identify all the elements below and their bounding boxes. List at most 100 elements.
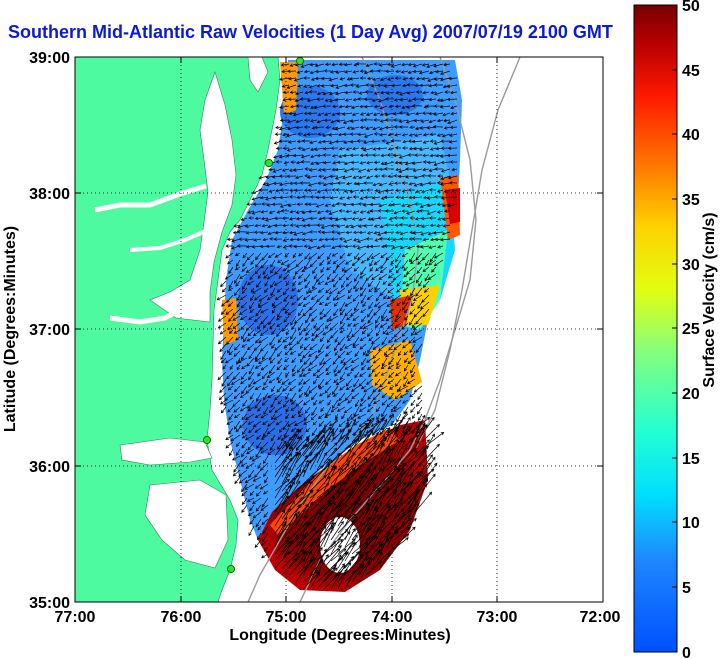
velocity-arrow xyxy=(361,364,367,371)
velocity-arrow xyxy=(235,427,241,433)
velocity-arrow xyxy=(309,475,327,492)
velocity-arrow xyxy=(251,245,262,249)
velocity-arrow xyxy=(303,69,311,74)
velocity-arrow xyxy=(396,301,402,307)
velocity-arrow xyxy=(400,503,416,527)
velocity-arrow xyxy=(312,266,318,274)
velocity-arrow xyxy=(353,378,360,388)
velocity-arrow xyxy=(246,336,255,342)
velocity-arrow xyxy=(334,126,346,131)
velocity-arrow xyxy=(308,350,318,357)
velocity-arrow xyxy=(274,406,283,413)
velocity-arrow xyxy=(428,245,437,249)
velocity-arrow xyxy=(344,98,353,102)
velocity-arrow xyxy=(286,147,297,152)
velocity-arrow xyxy=(301,266,311,272)
velocity-arrow xyxy=(232,315,241,321)
velocity-arrow xyxy=(351,551,368,569)
velocity-arrow xyxy=(403,350,409,356)
velocity-arrow xyxy=(249,301,255,310)
velocity-arrow xyxy=(345,230,353,235)
velocity-arrow xyxy=(316,97,325,101)
velocity-arrow xyxy=(415,76,423,81)
velocity-arrow xyxy=(346,196,353,200)
velocity-arrow xyxy=(394,188,402,193)
velocity-arrow xyxy=(276,244,283,249)
velocity-arrow xyxy=(309,343,318,351)
velocity-arrow xyxy=(402,301,409,311)
velocity-arrow xyxy=(294,315,304,324)
velocity-arrow xyxy=(378,273,388,280)
velocity-arrow xyxy=(270,399,276,409)
velocity-arrow xyxy=(241,441,248,449)
velocity-arrow xyxy=(429,132,437,137)
velocity-arrow xyxy=(414,202,423,206)
velocity-arrow xyxy=(318,399,325,404)
velocity-arrow xyxy=(269,237,276,241)
velocity-arrow xyxy=(317,168,325,172)
velocity-arrow xyxy=(415,287,423,297)
velocity-arrow xyxy=(336,406,346,412)
velocity-arrow xyxy=(274,536,290,555)
velocity-arrow xyxy=(324,413,332,418)
velocity-arrow xyxy=(387,147,395,151)
velocity-arrow xyxy=(267,392,276,398)
velocity-arrow xyxy=(248,216,254,220)
velocity-arrow xyxy=(271,308,276,314)
velocity-arrow xyxy=(305,427,311,433)
velocity-arrow xyxy=(365,126,374,130)
y-tick-label: 39:00 xyxy=(29,50,70,67)
velocity-arrow xyxy=(364,153,374,157)
velocity-arrow xyxy=(252,511,262,519)
velocity-arrow xyxy=(402,294,409,306)
velocity-arrow xyxy=(368,336,374,342)
velocity-arrow xyxy=(344,392,353,401)
velocity-arrow xyxy=(346,126,353,130)
velocity-arrow xyxy=(254,216,262,221)
velocity-arrow xyxy=(421,252,430,261)
velocity-arrow xyxy=(352,70,360,74)
velocity-arrow xyxy=(260,210,269,214)
velocity-arrow xyxy=(232,308,241,317)
velocity-arrow xyxy=(318,343,325,354)
velocity-arrow xyxy=(360,392,367,402)
velocity-arrow xyxy=(332,294,339,301)
velocity-arrow xyxy=(279,105,290,109)
velocity-arrow xyxy=(335,294,346,301)
velocity-arrow xyxy=(232,399,241,407)
velocity-arrow xyxy=(262,266,269,276)
velocity-arrow xyxy=(406,91,416,95)
velocity-arrow xyxy=(424,273,430,282)
velocity-arrow xyxy=(311,315,318,322)
velocity-arrow xyxy=(363,133,374,138)
velocity-arrow xyxy=(303,413,311,422)
velocity-arrow xyxy=(317,174,325,179)
velocity-arrow xyxy=(303,322,311,332)
velocity-arrow xyxy=(451,167,458,172)
velocity-arrow xyxy=(262,525,269,535)
velocity-arrow xyxy=(418,70,430,75)
velocity-arrow xyxy=(387,132,395,137)
velocity-arrow xyxy=(273,237,283,241)
velocity-arrow xyxy=(362,147,374,152)
velocity-arrow xyxy=(236,294,241,302)
velocity-arrow xyxy=(233,385,241,393)
velocity-arrow xyxy=(276,371,283,381)
velocity-arrow xyxy=(379,526,395,541)
velocity-arrow xyxy=(246,280,255,286)
velocity-arrow xyxy=(364,105,374,109)
velocity-arrow xyxy=(353,420,360,426)
velocity-arrow xyxy=(336,119,346,123)
velocity-arrow xyxy=(329,70,339,74)
velocity-arrow xyxy=(360,146,367,151)
velocity-arrow xyxy=(323,447,338,464)
velocity-arrow xyxy=(296,202,304,206)
velocity-arrow xyxy=(366,252,374,262)
velocity-arrow xyxy=(401,83,409,88)
velocity-arrow xyxy=(360,308,367,313)
velocity-arrow xyxy=(401,62,409,67)
velocity-arrow xyxy=(324,385,332,394)
velocity-arrow xyxy=(274,491,288,513)
velocity-arrow xyxy=(338,104,346,109)
velocity-arrow xyxy=(304,167,311,171)
